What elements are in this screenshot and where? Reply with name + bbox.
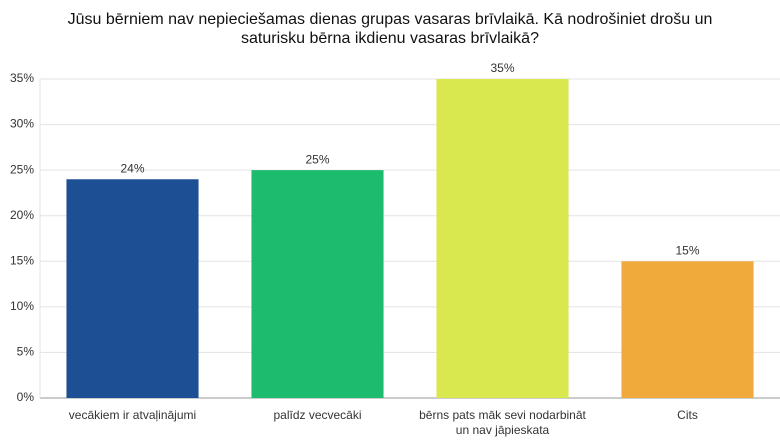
value-label: 25%	[305, 152, 329, 166]
chart-title: Jūsu bērniem nav nepieciešamas dienas gr…	[67, 11, 713, 47]
value-label: 24%	[120, 161, 144, 175]
y-tick-label: 35%	[10, 71, 34, 85]
bar	[621, 261, 754, 398]
y-tick-label: 5%	[17, 345, 35, 359]
x-tick-label: bērns pats māk sevi nodarbināt un nav jā…	[419, 408, 586, 437]
y-tick-label: 30%	[10, 117, 34, 131]
y-tick-label: 25%	[10, 162, 34, 176]
x-tick-label: palīdz vecvecāki	[273, 408, 362, 422]
y-tick-label: 20%	[10, 208, 34, 222]
x-tick-label: vecākiem ir atvaļinājumi	[68, 408, 197, 422]
bar	[436, 79, 569, 398]
bar	[66, 179, 199, 398]
y-tick-label: 10%	[10, 299, 34, 313]
y-tick-label: 0%	[17, 390, 35, 404]
y-tick-label: 15%	[10, 253, 34, 267]
value-label: 15%	[675, 243, 699, 257]
x-tick-label: Cits	[677, 408, 698, 422]
value-label: 35%	[490, 61, 514, 75]
bar	[251, 170, 384, 398]
